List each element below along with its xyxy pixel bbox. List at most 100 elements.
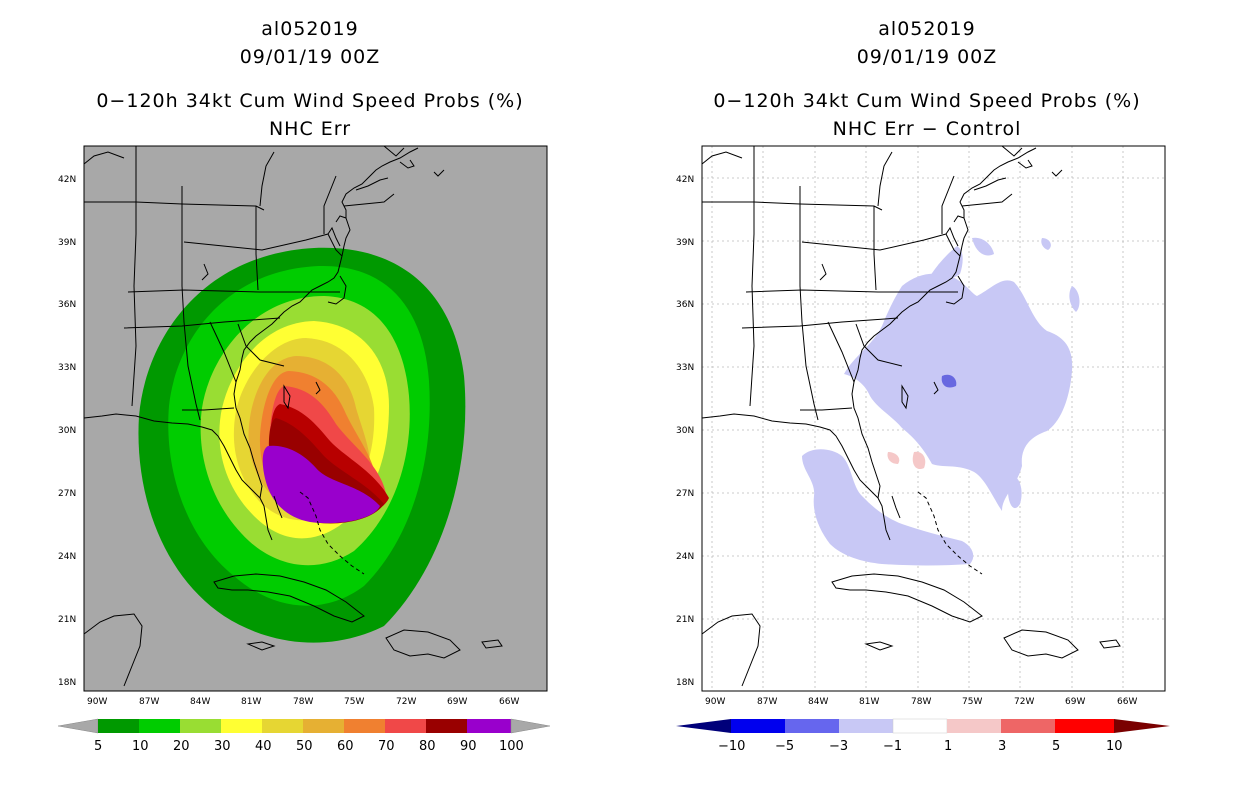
right-lon-69w: 69W xyxy=(1065,697,1085,707)
right-diff-negative-east xyxy=(1008,476,1022,509)
left-subtitle: NHC Err xyxy=(268,118,352,140)
right-diff-negative-main xyxy=(844,273,1073,511)
right-cb-swatch-5 xyxy=(1001,719,1055,733)
left-cb-label-80: 80 xyxy=(419,739,436,754)
left-lat-33n: 33N xyxy=(58,363,76,373)
right-cb-label-m5: −5 xyxy=(775,739,794,754)
right-title: 0−120h 34kt Cum Wind Speed Probs (%) xyxy=(713,90,1141,112)
right-cb-swatch-2 xyxy=(839,719,893,733)
left-cb-swatch-6 xyxy=(344,719,385,733)
left-title: 0−120h 34kt Cum Wind Speed Probs (%) xyxy=(96,90,524,112)
right-lon-90w: 90W xyxy=(705,697,725,707)
left-storm-id: al052019 xyxy=(261,18,359,40)
left-cb-label-100: 100 xyxy=(499,739,524,754)
right-cb-label-m1: −1 xyxy=(883,739,902,754)
right-lat-labels: 42N 39N 36N 33N 30N 27N 24N 21N 18N xyxy=(676,175,694,688)
right-lat-27n: 27N xyxy=(676,489,694,499)
right-diff-negative-ne1 xyxy=(972,237,994,256)
left-cb-swatch-9 xyxy=(467,719,511,733)
right-lon-66w: 66W xyxy=(1117,697,1137,707)
left-lon-labels: 90W 87W 84W 81W 78W 75W 72W 69W 66W xyxy=(87,697,519,707)
right-lon-87w: 87W xyxy=(757,697,777,707)
right-lat-30n: 30N xyxy=(676,426,694,436)
right-cb-swatch-3 xyxy=(892,718,948,734)
left-lon-87w: 87W xyxy=(139,697,159,707)
left-lat-18n: 18N xyxy=(58,678,76,688)
right-diff-negative-ne3 xyxy=(1069,286,1080,312)
left-lon-84w: 84W xyxy=(190,697,210,707)
right-diff-negative-ne2 xyxy=(1041,238,1051,250)
left-cb-swatch-5 xyxy=(303,719,344,733)
left-lon-69w: 69W xyxy=(447,697,467,707)
left-lat-39n: 39N xyxy=(58,238,76,248)
right-cb-swatch-4 xyxy=(947,719,1001,733)
left-lon-90w: 90W xyxy=(87,697,107,707)
left-lat-24n: 24N xyxy=(58,552,76,562)
right-lon-72w: 72W xyxy=(1014,697,1034,707)
right-subtitle: NHC Err − Control xyxy=(832,118,1022,140)
right-lat-21n: 21N xyxy=(676,615,694,625)
right-cb-label-m3: −3 xyxy=(829,739,848,754)
right-lon-84w: 84W xyxy=(808,697,828,707)
right-cb-label-m10: −10 xyxy=(718,739,745,754)
right-colorbar: −10 −5 −3 −1 1 3 5 10 xyxy=(676,718,1170,754)
left-map-frame xyxy=(83,145,548,692)
right-diff-darkblue xyxy=(941,374,957,388)
right-cb-label-3: 3 xyxy=(998,739,1006,754)
left-colorbar: 5 10 20 30 40 50 60 70 80 90 100 xyxy=(57,718,551,754)
left-cb-label-50: 50 xyxy=(296,739,313,754)
right-storm-id: al052019 xyxy=(878,18,976,40)
left-lon-78w: 78W xyxy=(293,697,313,707)
right-cb-label-5: 5 xyxy=(1052,739,1060,754)
left-cb-swatch-4 xyxy=(262,719,303,733)
left-lat-27n: 27N xyxy=(58,489,76,499)
right-lat-36n: 36N xyxy=(676,300,694,310)
left-lat-30n: 30N xyxy=(58,426,76,436)
left-map xyxy=(83,145,548,692)
right-map xyxy=(701,145,1166,692)
left-cb-swatch-7 xyxy=(385,719,426,733)
right-lat-42n: 42N xyxy=(676,175,694,185)
left-cb-label-70: 70 xyxy=(378,739,395,754)
right-datetime: 09/01/19 00Z xyxy=(856,46,998,68)
right-map-frame xyxy=(701,145,1166,692)
left-cb-swatch-8 xyxy=(426,719,467,733)
right-lon-75w: 75W xyxy=(962,697,982,707)
left-cb-label-60: 60 xyxy=(337,739,354,754)
right-cb-swatch-0 xyxy=(731,719,785,733)
left-lat-42n: 42N xyxy=(58,175,76,185)
right-diff-positive-2 xyxy=(887,452,900,464)
left-prob-100 xyxy=(262,445,380,524)
left-cb-label-30: 30 xyxy=(214,739,231,754)
left-lon-72w: 72W xyxy=(396,697,416,707)
left-lat-36n: 36N xyxy=(58,300,76,310)
left-cb-label-20: 20 xyxy=(173,739,190,754)
left-lon-66w: 66W xyxy=(499,697,519,707)
left-cb-swatch-1 xyxy=(139,719,180,733)
left-cb-swatch-3 xyxy=(221,719,262,733)
left-cb-label-10: 10 xyxy=(132,739,149,754)
right-colorbar-high-arrow xyxy=(1114,719,1170,733)
right-cb-label-1: 1 xyxy=(944,739,952,754)
left-lat-labels: 42N 39N 36N 33N 30N 27N 24N 21N 18N xyxy=(58,175,76,688)
right-cb-label-10: 10 xyxy=(1106,739,1123,754)
right-lat-18n: 18N xyxy=(676,678,694,688)
right-diff-negative-north xyxy=(930,246,963,280)
right-lon-labels: 90W 87W 84W 81W 78W 75W 72W 69W 66W xyxy=(705,697,1137,707)
left-lon-81w: 81W xyxy=(241,697,261,707)
right-colorbar-low-arrow xyxy=(676,719,731,733)
left-cb-label-5: 5 xyxy=(94,739,102,754)
left-colorbar-low-arrow xyxy=(57,718,99,734)
right-lat-39n: 39N xyxy=(676,238,694,248)
left-datetime: 09/01/19 00Z xyxy=(239,46,381,68)
left-lon-75w: 75W xyxy=(344,697,364,707)
right-lon-78w: 78W xyxy=(911,697,931,707)
left-cb-label-40: 40 xyxy=(255,739,272,754)
right-lon-81w: 81W xyxy=(859,697,879,707)
right-lat-24n: 24N xyxy=(676,552,694,562)
right-diff-positive-1 xyxy=(912,451,926,470)
right-diff-negative-florida xyxy=(802,449,974,566)
left-cb-swatch-0 xyxy=(98,719,139,733)
left-cb-label-90: 90 xyxy=(460,739,477,754)
left-colorbar-high-arrow xyxy=(510,718,551,734)
